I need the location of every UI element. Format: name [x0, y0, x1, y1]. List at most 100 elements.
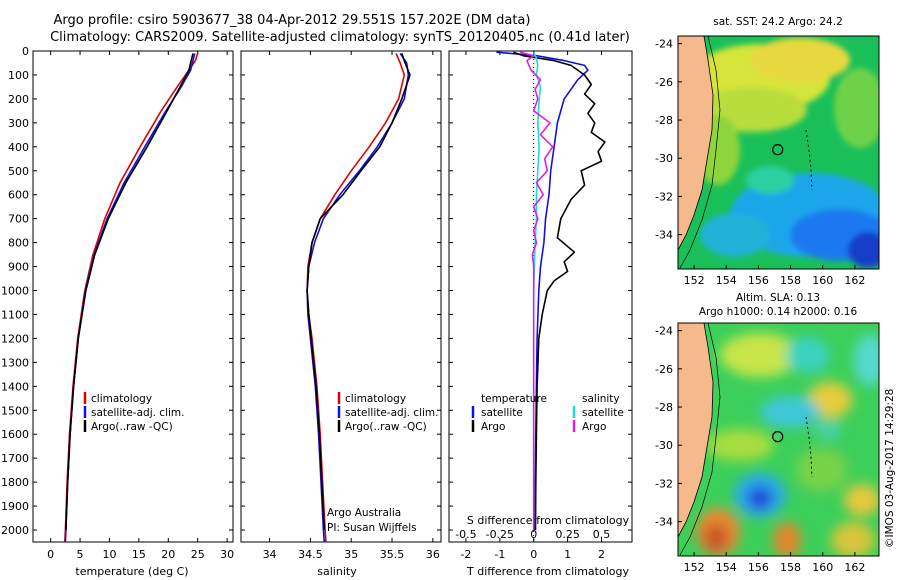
- difference-top-xlabel: S difference from climatology: [467, 514, 630, 527]
- y-tick-label: 1100: [1, 308, 29, 321]
- legend-label-t-satellite: satellite: [481, 407, 523, 419]
- difference-panel: [448, 50, 633, 543]
- x-tick-label: 35.5: [380, 548, 405, 561]
- temperature-axes: 0 5 10 15 20 25 300100200300400500600700800900…: [1, 45, 234, 561]
- map-y-tick-label: -32: [655, 477, 673, 490]
- salinity-series: [306, 52, 411, 542]
- sla-map-frame: [677, 322, 880, 557]
- map-y-tick-label: -26: [655, 76, 673, 89]
- x-tick-label: 15: [132, 548, 146, 561]
- sst-map: [678, 36, 879, 269]
- legend-label-satellite: satellite-adj. clim.: [345, 407, 438, 419]
- y-tick-label: 400: [8, 141, 29, 154]
- map-x-tick-label: 158: [780, 274, 801, 287]
- y-tick-label: 0: [22, 45, 29, 58]
- header-line-1: Argo profile: csiro 5903677_38 04-Apr-20…: [54, 13, 531, 28]
- y-tick-label: 1900: [1, 500, 29, 513]
- legend-label-t-argo: Argo: [481, 421, 505, 433]
- salinity-axes: 34 34.5 35 35.5 36: [241, 50, 441, 561]
- x-tick-label: 0: [47, 548, 54, 561]
- map-y-tick-label: -30: [655, 439, 673, 452]
- sst-map-frame: [677, 35, 880, 270]
- map-y-tick-label: -30: [655, 152, 673, 165]
- legend-label-satellite: satellite-adj. clim.: [91, 407, 184, 419]
- map-y-tick-label: -26: [655, 363, 673, 376]
- x-tick-label: -2: [460, 548, 471, 561]
- sla-map-title-1: Altim. SLA: 0.13: [736, 292, 820, 304]
- top-x-tick-label: 0.5: [593, 528, 611, 541]
- x-tick-label: 25: [191, 548, 205, 561]
- x-tick-label: 2: [598, 548, 605, 561]
- map-x-tick-label: 152: [684, 274, 705, 287]
- legend-label-argo: Argo(..raw -QC): [91, 421, 173, 433]
- legend-label-s-argo: Argo: [582, 421, 606, 433]
- map-x-tick-label: 156: [748, 561, 769, 574]
- y-tick-label: 2000: [1, 524, 29, 537]
- x-tick-label: 30: [220, 548, 234, 561]
- map-y-tick-label: -34: [655, 229, 673, 242]
- x-tick-label: -1: [494, 548, 505, 561]
- top-x-tick-label: 0: [530, 528, 537, 541]
- series-temperature-satellite: [496, 51, 589, 530]
- sst-argo-marker: [772, 144, 784, 156]
- y-tick-label: 600: [8, 189, 29, 202]
- y-tick-label: 100: [8, 69, 29, 82]
- map-x-tick-label: 154: [716, 561, 737, 574]
- annotation-pi: PI: Susan Wijffels: [327, 522, 417, 534]
- y-tick-label: 1300: [1, 356, 29, 369]
- legend-label-argo: Argo(..raw -QC): [345, 421, 427, 433]
- y-tick-label: 1400: [1, 380, 29, 393]
- sst-map-title: sat. SST: 24.2 Argo: 24.2: [713, 16, 843, 28]
- header-line-2: Climatology: CARS2009. Satellite-adjuste…: [50, 30, 630, 45]
- x-tick-label: 36: [426, 548, 440, 561]
- difference-bottom-xlabel: T difference from climatology: [466, 565, 629, 578]
- top-x-tick-label: -0.25: [486, 528, 514, 541]
- map-y-tick-label: -24: [655, 325, 673, 338]
- sla-argo-marker: [772, 431, 784, 443]
- temperature-series: [64, 53, 199, 542]
- legend-label-s-satellite: satellite: [582, 407, 624, 419]
- map-y-tick-label: -28: [655, 114, 673, 127]
- top-x-tick-label: -0.5: [455, 528, 476, 541]
- map-y-tick-label: -24: [655, 38, 673, 51]
- y-tick-label: 1200: [1, 332, 29, 345]
- map-y-tick-label: -28: [655, 401, 673, 414]
- sla-map-title-2: Argo h1000: 0.14 h2000: 0.16: [699, 306, 858, 318]
- map-x-tick-label: 154: [716, 274, 737, 287]
- x-tick-label: 10: [102, 548, 116, 561]
- legend-header-salinity: salinity: [582, 393, 620, 405]
- x-tick-label: 0: [530, 548, 537, 561]
- y-tick-label: 1700: [1, 452, 29, 465]
- difference-series: [496, 51, 606, 542]
- y-tick-label: 1000: [1, 285, 29, 298]
- map-x-tick-label: 162: [844, 274, 865, 287]
- legend-header-temperature: temperature: [481, 393, 547, 405]
- salinity-xlabel: salinity: [317, 565, 357, 578]
- salinity-legend: climatology satellite-adj. clim. Argo(..…: [337, 392, 438, 433]
- y-tick-label: 500: [8, 165, 29, 178]
- top-x-tick-label: 0.25: [555, 528, 580, 541]
- series-argo-raw-qc-: [65, 53, 194, 531]
- y-tick-label: 800: [8, 237, 29, 250]
- x-tick-label: 35: [344, 548, 358, 561]
- y-tick-label: 700: [8, 213, 29, 226]
- sst-map-axes: 152 154 156 158 160 162 -24 -26 -28 -30 -32 -34: [655, 38, 865, 287]
- x-tick-label: 1: [564, 548, 571, 561]
- x-tick-label: 20: [161, 548, 175, 561]
- legend-label-climatology: climatology: [345, 393, 406, 405]
- y-tick-label: 200: [8, 93, 29, 106]
- annotation-argo-australia: Argo Australia: [327, 507, 401, 519]
- y-tick-label: 900: [8, 261, 29, 274]
- difference-axes: -2 -1 0 1 2 -0.5 -0.25 0 0.25 0.5: [449, 50, 632, 561]
- map-x-tick-label: 162: [844, 561, 865, 574]
- map-x-tick-label: 156: [748, 274, 769, 287]
- map-y-tick-label: -32: [655, 190, 673, 203]
- legend-label-climatology: climatology: [91, 393, 152, 405]
- series-temperature-argo: [513, 51, 606, 531]
- y-tick-label: 1800: [1, 476, 29, 489]
- y-tick-label: 1500: [1, 404, 29, 417]
- salinity-panel: [240, 50, 442, 543]
- x-tick-label: 34.5: [298, 548, 323, 561]
- map-y-tick-label: -34: [655, 516, 673, 529]
